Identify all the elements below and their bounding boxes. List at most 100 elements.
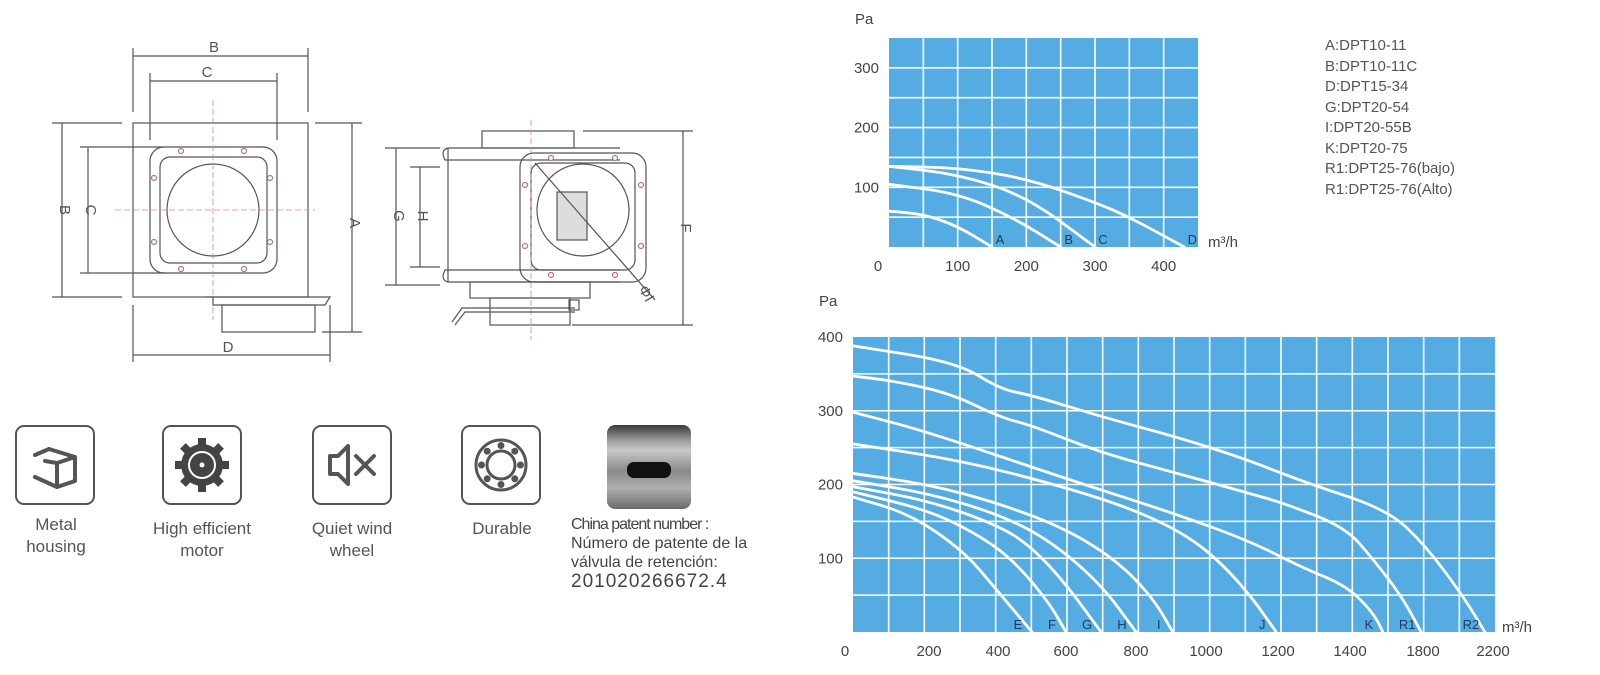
box-icon — [33, 447, 77, 489]
x-tick-label: 800 — [1123, 643, 1148, 660]
x-axis-title: m³/h — [1502, 619, 1532, 636]
curve-label-H: H — [1117, 617, 1126, 632]
curve-label-E: E — [1014, 617, 1023, 632]
curve-D — [887, 164, 1186, 249]
curve-R2 — [851, 344, 1487, 634]
feature-label-line: High efficient — [153, 519, 251, 538]
x-tick-label: 1800 — [1406, 643, 1439, 660]
patent-info: China patent number : Número de patente … — [571, 515, 747, 591]
x-tick-label: 100 — [945, 258, 970, 275]
chart-1: A B C D 0 100 200 300 400 100 200 300 Pa m³/h — [854, 11, 1238, 275]
feature-durable — [461, 425, 541, 505]
x-tick-label: 1400 — [1333, 643, 1366, 660]
curve-R1 — [851, 374, 1423, 634]
y-axis-title: Pa — [855, 11, 874, 28]
feature-label-durable: Durable — [427, 518, 577, 540]
dim-label-g: G — [390, 210, 407, 222]
patent-number: 201020266672.4 — [571, 571, 728, 592]
feature-label-line: housing — [26, 537, 86, 556]
curve-A — [887, 209, 994, 249]
curve-label-F: F — [1048, 617, 1056, 632]
x-tick-label: 600 — [1053, 643, 1078, 660]
feature-label-line: wheel — [329, 541, 375, 560]
curve-label-D: D — [1188, 232, 1197, 247]
x-tick-label: 1200 — [1261, 643, 1294, 660]
check-valve-photo — [607, 425, 691, 509]
curve-label-K: K — [1365, 617, 1374, 632]
feature-label-line: Metal — [35, 515, 77, 534]
curve-G — [851, 485, 1103, 634]
dim-label-c-top: C — [202, 64, 213, 81]
legend-item: R1:DPT25-76(Alto) — [1325, 180, 1453, 198]
curve-label-R2: R2 — [1463, 617, 1480, 632]
curve-J — [851, 442, 1278, 634]
feature-label-quiet: Quiet wind wheel — [277, 518, 427, 562]
curve-label-G: G — [1082, 617, 1092, 632]
legend-item: K:DPT20-75 — [1325, 139, 1408, 157]
valve-slot — [627, 462, 671, 478]
patent-line-1: Número de patente de la — [571, 535, 748, 552]
x-axis-title: m³/h — [1208, 234, 1238, 251]
curve-label-J: J — [1259, 617, 1266, 632]
dim-label-b-left: B — [56, 205, 73, 215]
y-axis-title: Pa — [819, 293, 838, 310]
y-tick-label: 100 — [854, 179, 879, 196]
y-tick-label: 400 — [818, 329, 843, 346]
feature-metal-housing — [15, 425, 95, 505]
feature-high-efficient-motor — [162, 425, 242, 505]
patent-title: China patent number : — [571, 516, 709, 533]
y-tick-label: 200 — [854, 120, 879, 137]
x-tick-label: 200 — [1014, 258, 1039, 275]
curve-label-A: A — [996, 232, 1005, 247]
curve-label-C: C — [1098, 232, 1107, 247]
curve-B — [887, 182, 1063, 249]
x-tick-label: 400 — [985, 643, 1010, 660]
dim-label-c-left: C — [82, 205, 99, 216]
dim-label-diameter: ΦI — [635, 283, 658, 305]
front-view-drawing — [52, 48, 362, 362]
dim-label-b-top: B — [209, 39, 219, 56]
feature-label-line: Quiet wind — [311, 519, 393, 538]
curve-E — [851, 495, 1034, 634]
feature-quiet-wind-wheel — [312, 425, 392, 505]
curve-I — [851, 472, 1175, 634]
speaker-mute-icon — [328, 444, 376, 486]
legend-item: I:DPT20-55B — [1325, 119, 1412, 136]
legend-item: G:DPT20-54 — [1325, 98, 1410, 116]
feature-label-metal-housing: Metal housing — [0, 514, 131, 558]
feature-label-motor: High efficient motor — [127, 518, 277, 562]
curve-F — [851, 490, 1068, 634]
curve-label-B: B — [1064, 232, 1073, 247]
legend-item: A:DPT10-11 — [1325, 37, 1407, 54]
patent-line-2: válvula de retención: — [571, 554, 718, 571]
x-tick-label: 2200 — [1476, 643, 1509, 660]
curve-label-I: I — [1157, 617, 1161, 632]
side-view-drawing — [385, 120, 693, 340]
y-tick-label: 300 — [818, 403, 843, 420]
plot-area — [889, 38, 1198, 247]
y-tick-label: 200 — [818, 477, 843, 494]
curve-K — [851, 410, 1385, 634]
dim-label-d: D — [223, 339, 234, 356]
legend-item: R1:DPT25-76(bajo) — [1325, 160, 1456, 177]
x-tick-label: 400 — [1151, 258, 1176, 275]
x-tick-label: 0 — [874, 258, 882, 275]
feature-label-line: motor — [180, 541, 224, 560]
y-tick-label: 300 — [854, 60, 879, 77]
technical-drawings: B C B C A D G H F ΦI — [52, 39, 694, 362]
legend-item: D:DPT15-34 — [1325, 78, 1409, 95]
x-tick-label: 1000 — [1189, 643, 1222, 660]
x-tick-label: 0 — [841, 643, 849, 660]
gear-icon — [175, 438, 229, 492]
x-tick-label: 200 — [916, 643, 941, 660]
legend-item: B:DPT10-11C — [1325, 57, 1418, 75]
dim-label-a: A — [346, 218, 363, 228]
feature-label-line: Durable — [472, 519, 532, 538]
bearing-icon — [474, 438, 528, 492]
curve-label-R1: R1 — [1399, 617, 1416, 632]
x-tick-label: 300 — [1082, 258, 1107, 275]
dim-label-f: F — [677, 223, 694, 232]
dim-label-h: H — [414, 211, 431, 222]
curve-H — [851, 479, 1138, 634]
